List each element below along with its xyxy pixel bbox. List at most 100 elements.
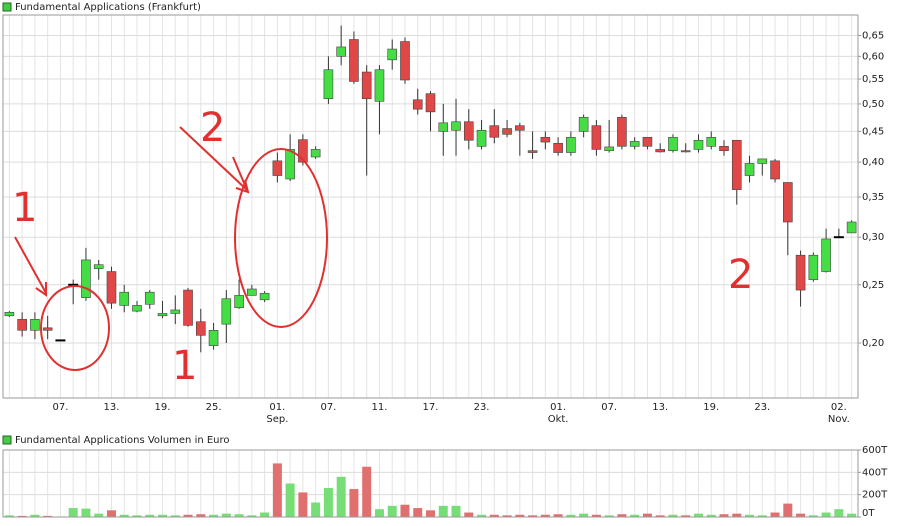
y-tick-label: 0,30 [862, 232, 884, 243]
candle-body [553, 142, 563, 153]
y-tick-label: 0,50 [862, 99, 884, 110]
candle-body [821, 238, 831, 272]
plot-frame [2, 14, 859, 399]
volume-bar [630, 514, 640, 517]
plot-frame [2, 449, 859, 518]
annotation-circle [40, 285, 110, 371]
annotation-arrow [179, 126, 248, 191]
candle-body [106, 271, 117, 304]
volume-bar [413, 508, 423, 517]
y-tick-label: 400T [862, 467, 888, 478]
volume-bar [655, 515, 665, 517]
volume-bar [68, 508, 78, 517]
annotations [14, 126, 328, 371]
x-tick-label: 25. [205, 402, 222, 413]
y-tick-label: 0,40 [862, 157, 884, 168]
candle-body [731, 139, 742, 190]
annotation-label: 1 [172, 343, 197, 389]
candle-body [285, 149, 295, 180]
candle-body [93, 264, 104, 269]
x-tick-label: 07. [320, 402, 337, 413]
candle-body [323, 69, 334, 100]
x-tick-label: 19. [703, 402, 720, 413]
volume-bar [209, 514, 219, 517]
volume-bar [17, 515, 27, 517]
candle-body [757, 158, 768, 164]
candle-body [438, 122, 449, 132]
candle-body [170, 309, 181, 314]
volume-bar [847, 513, 857, 517]
candle-body [566, 136, 576, 153]
candle-body [272, 160, 283, 176]
x-tick-label: 01. Okt. [547, 402, 569, 425]
candle-body [783, 182, 793, 223]
volume-bar [489, 514, 499, 517]
candle-body [668, 136, 678, 151]
volume-bar [221, 513, 231, 517]
legend-swatch [2, 2, 12, 12]
annotation-label: 1 [12, 185, 37, 231]
candle-body [144, 291, 155, 305]
volume-bar [757, 515, 767, 517]
chart-title: Fundamental Applications Volumen in Euro [15, 435, 230, 446]
volume-bar [285, 483, 295, 517]
x-tick-label: 01. Sep. [266, 402, 289, 425]
candle-body [374, 69, 385, 102]
volume-bar [247, 515, 257, 517]
volume-bar [821, 512, 831, 517]
candle-body [387, 48, 398, 61]
volume-bar [693, 513, 703, 517]
candle-body [259, 292, 270, 301]
volume-bar [808, 515, 818, 517]
volume-bar [81, 508, 91, 517]
marks [4, 25, 857, 517]
volume-bar [591, 514, 601, 517]
candle-body [655, 149, 666, 153]
candle-body [425, 93, 436, 113]
volume-bar [311, 502, 321, 517]
y-tick-label: 0,60 [862, 51, 884, 62]
candle-body [30, 319, 40, 331]
x-tick-label: 02. Nov. [827, 402, 850, 425]
candle-body [17, 319, 27, 331]
candle-body [183, 289, 193, 326]
x-tick-label: 07. [52, 402, 69, 413]
y-tick-label: 0T [862, 508, 875, 519]
candle-body [617, 117, 627, 147]
volume-bar [617, 514, 627, 517]
annotation-arrow [35, 282, 47, 297]
chart-title: Fundamental Applications (Frankfurt) [15, 2, 201, 13]
volume-bar [4, 515, 14, 517]
volume-bar [298, 492, 308, 517]
annotation-arrow [14, 236, 47, 294]
candle-body [693, 139, 704, 150]
candle-body [195, 321, 206, 336]
candle-body [234, 295, 244, 308]
candle-body [489, 125, 500, 138]
candle-body [400, 41, 410, 81]
candle-body [476, 129, 487, 147]
x-tick-label: 19. [154, 402, 171, 413]
volume-bar [464, 512, 474, 517]
candle-body [795, 254, 806, 291]
x-tick-label: 17. [422, 402, 439, 413]
candle-body [515, 125, 525, 131]
candle-body [298, 139, 308, 163]
candle-body [119, 291, 130, 306]
candle-body [4, 311, 15, 317]
y-tick-label: 0,65 [862, 30, 884, 41]
candle-body [451, 121, 461, 131]
candle-body [808, 254, 819, 280]
volume-bar [196, 514, 206, 517]
candle-body [744, 163, 755, 176]
candle-body [361, 71, 372, 100]
volume-bar [30, 514, 40, 517]
volume-bar [260, 512, 270, 517]
candle-body [719, 146, 729, 151]
volume-bar [119, 514, 129, 517]
x-tick-label: 13. [103, 402, 120, 413]
volume-bar [732, 513, 742, 517]
candle-body [463, 121, 474, 141]
y-tick-label: 0,35 [862, 192, 884, 203]
